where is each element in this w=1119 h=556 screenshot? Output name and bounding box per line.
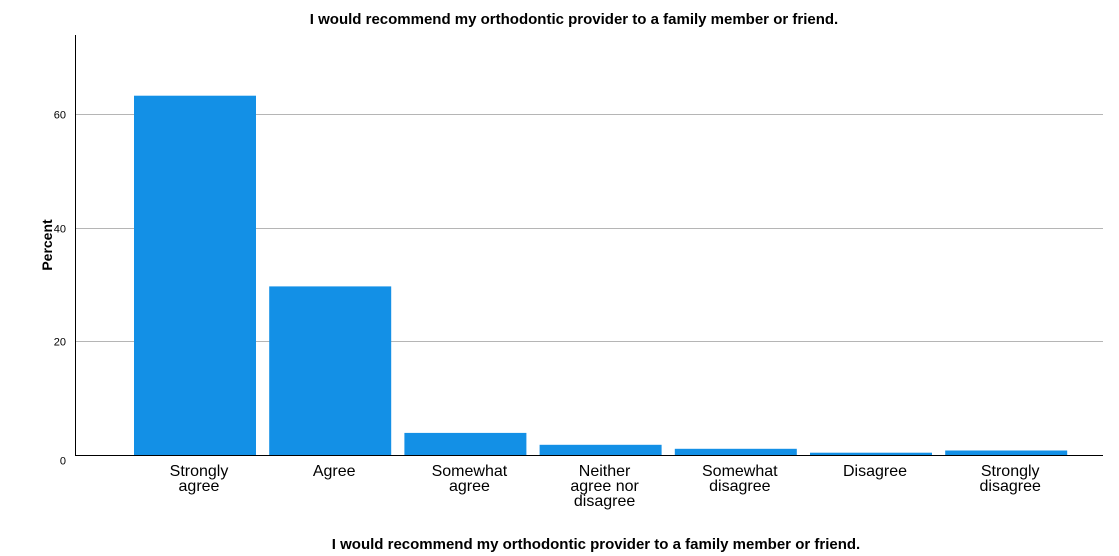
- x-tick-label: Neither agree nor disagree: [570, 463, 639, 510]
- x-tick-label: Strongly agree: [170, 463, 229, 495]
- y-tick-labels: 0 20 40 60: [54, 110, 66, 468]
- y-axis-label: Percent: [39, 219, 55, 271]
- bar: [539, 444, 662, 455]
- y-tick-label: 20: [54, 337, 66, 349]
- bar: [404, 432, 527, 455]
- x-tick-label: Somewhat agree: [432, 463, 508, 495]
- bar: [810, 452, 932, 455]
- bars: [134, 95, 1068, 455]
- bar: [134, 95, 256, 455]
- x-axis-label: I would recommend my orthodontic provide…: [332, 536, 860, 553]
- bar: [269, 286, 392, 455]
- x-tick-label: Agree: [313, 463, 356, 480]
- y-tick-label: 40: [54, 224, 66, 236]
- x-tick-labels: Strongly agree Agree Somewhat agree Neither ag…: [170, 463, 1041, 510]
- chart-title: I would recommend my orthodontic provide…: [310, 11, 838, 28]
- bar: [674, 448, 797, 455]
- y-tick-label: 60: [54, 110, 66, 122]
- bar: [945, 450, 1068, 455]
- x-tick-label: Somewhat disagree: [702, 463, 778, 495]
- x-tick-label: Strongly disagree: [980, 463, 1041, 495]
- x-tick-label: Disagree: [843, 463, 907, 480]
- y-tick-label: 0: [60, 456, 66, 468]
